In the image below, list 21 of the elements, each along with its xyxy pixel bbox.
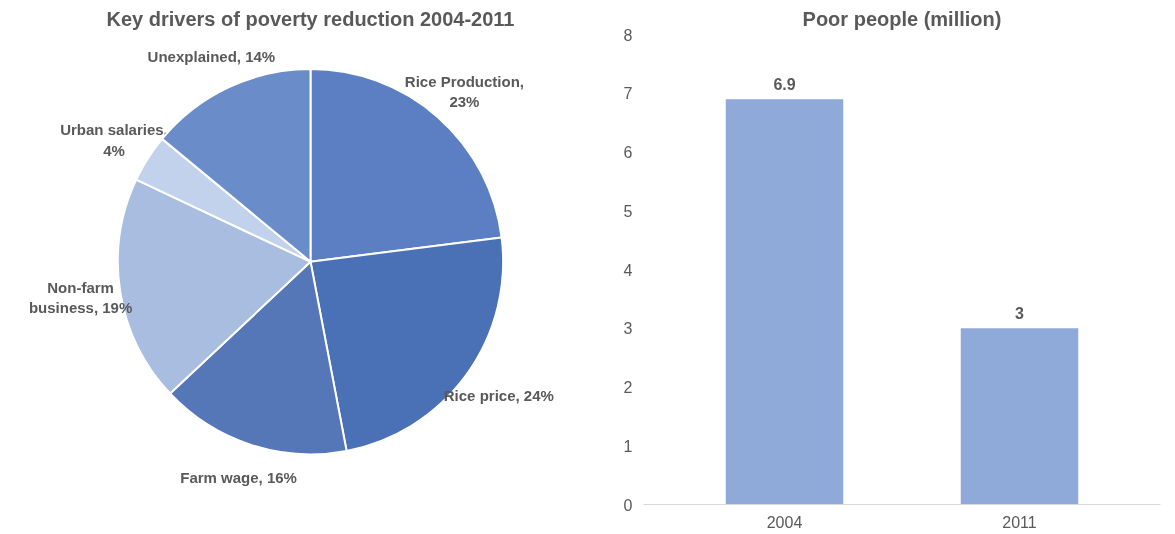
slice-label: Urban salaries, 4% — [60, 121, 168, 159]
data-label: 3 — [1015, 305, 1025, 323]
chart-title: Key drivers of poverty reduction 2004-2011 — [106, 7, 515, 30]
x-tick-label: 2011 — [1002, 513, 1037, 531]
data-label: 6.9 — [773, 76, 796, 94]
slice-label: Rice Production, 23% — [404, 72, 525, 110]
chart-title: Poor people (million) — [802, 7, 1002, 30]
slice-label: Farm wage, 16% — [180, 469, 297, 487]
x-tick-label: 2004 — [766, 513, 803, 531]
slice-label: Non-farm business, 19% — [28, 278, 133, 316]
y-tick-label: 2 — [623, 379, 633, 396]
y-tick-label: 1 — [623, 437, 633, 455]
y-tick-label: 5 — [623, 202, 633, 220]
y-tick-label: 8 — [623, 26, 633, 44]
y-tick-label: 6 — [623, 144, 633, 161]
slice-label: Unexplained, 14% — [147, 47, 276, 65]
y-tick-label: 3 — [623, 320, 633, 338]
y-tick-label: 4 — [623, 261, 633, 279]
slice-label: Rice price, 24% — [443, 386, 554, 404]
y-tick-label: 7 — [623, 85, 633, 103]
y-tick-label: 0 — [623, 496, 633, 514]
